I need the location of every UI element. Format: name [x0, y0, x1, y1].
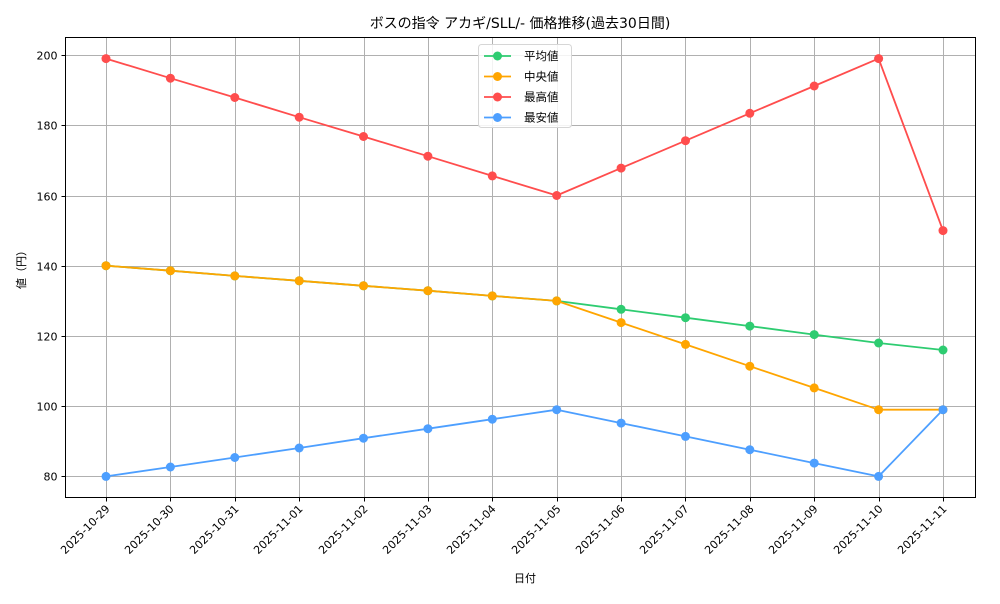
y-axis-label: 値（円） [15, 245, 28, 289]
data-point [809, 383, 819, 393]
data-point [294, 276, 304, 286]
data-point [681, 339, 690, 349]
x-tick-label: 2025-10-31 [187, 502, 241, 556]
data-point [616, 163, 626, 173]
data-point [681, 431, 690, 441]
data-point [938, 345, 948, 355]
data-point [874, 405, 884, 415]
series-line [105, 408, 944, 478]
data-point [294, 443, 304, 453]
data-point [874, 338, 884, 348]
data-point [616, 418, 626, 428]
data-point [874, 471, 884, 481]
data-point [359, 281, 368, 291]
data-point [874, 54, 884, 64]
legend-marker-icon [493, 113, 502, 122]
legend-marker-icon [493, 72, 502, 81]
x-tick-label: 2025-11-03 [380, 502, 434, 556]
data-point [552, 405, 562, 415]
data-point [616, 318, 626, 328]
data-point [809, 458, 819, 468]
data-point [101, 261, 111, 271]
data-point [745, 108, 755, 118]
data-point [616, 304, 626, 314]
series-3 [101, 405, 948, 481]
y-tick-label: 140 [37, 261, 58, 274]
y-tick-label: 160 [37, 191, 58, 204]
x-tick-label: 2025-11-04 [444, 502, 498, 556]
data-point [938, 226, 948, 236]
data-point [165, 73, 175, 83]
data-point [165, 266, 175, 276]
legend-marker-icon [493, 51, 502, 61]
data-point [745, 445, 755, 455]
data-point [681, 313, 690, 323]
data-point [423, 151, 433, 161]
x-tick-label: 2025-11-06 [573, 502, 627, 556]
series-1 [101, 261, 948, 415]
series-layer [101, 54, 948, 481]
data-point [681, 136, 690, 146]
x-tick-label: 2025-11-05 [509, 502, 563, 556]
data-point [938, 405, 948, 415]
data-point [359, 433, 368, 443]
chart-title: ボスの指令 アカギ/SLL/- 価格推移(過去30日間) [370, 16, 671, 32]
y-tick-label: 100 [37, 401, 58, 414]
data-point [230, 453, 240, 462]
data-point [552, 191, 562, 200]
data-point [487, 171, 497, 181]
x-tick-label: 2025-11-07 [637, 502, 691, 556]
legend-item: 最高値 [484, 90, 559, 104]
data-point [552, 296, 562, 306]
data-point [487, 291, 497, 301]
data-point [745, 361, 755, 371]
x-tick-label: 2025-10-29 [58, 502, 112, 556]
x-tick-label: 2025-11-01 [251, 502, 305, 556]
y-tick-label: 80 [44, 471, 58, 484]
x-tick-label: 2025-11-10 [831, 502, 885, 556]
y-tick-label: 180 [37, 120, 58, 133]
data-point [294, 112, 304, 122]
data-point [101, 471, 111, 481]
data-point [423, 286, 433, 296]
data-point [423, 424, 433, 434]
data-point [165, 462, 175, 472]
x-tick-label: 2025-11-11 [895, 502, 949, 556]
data-point [359, 132, 368, 141]
plot-frame [65, 37, 976, 498]
legend-item: 最安値 [484, 111, 559, 125]
legend-item: 中央値 [484, 70, 559, 84]
y-tick-label: 200 [37, 50, 58, 63]
data-point [230, 271, 240, 281]
legend-marker-icon [493, 92, 502, 102]
legend-label: 最高値 [524, 90, 559, 104]
y-axis-ticks: 80 100 120 140 160 180 200 [37, 50, 66, 484]
series-line [105, 57, 944, 231]
data-point [487, 414, 497, 424]
data-point [809, 330, 819, 340]
x-tick-label: 2025-11-02 [316, 502, 370, 556]
x-tick-label: 2025-11-08 [702, 502, 756, 556]
data-point [101, 54, 111, 64]
data-point [809, 81, 819, 91]
x-tick-label: 2025-11-09 [766, 502, 820, 556]
series-line [105, 264, 943, 411]
legend-label: 平均値 [524, 49, 559, 63]
y-tick-label: 120 [37, 331, 58, 344]
legend-label: 中央値 [524, 70, 559, 84]
legend-box [478, 44, 572, 128]
data-point [230, 93, 240, 102]
x-axis-label: 日付 [514, 572, 536, 585]
series-2 [101, 54, 948, 236]
legend-label: 最安値 [524, 111, 559, 125]
data-point [745, 321, 755, 331]
legend-item: 平均値 [484, 49, 559, 63]
x-tick-label: 2025-10-30 [122, 502, 176, 556]
x-axis-ticks: 2025-10-29 2025-10-30 2025-10-31 2025-11-01… [58, 497, 950, 557]
